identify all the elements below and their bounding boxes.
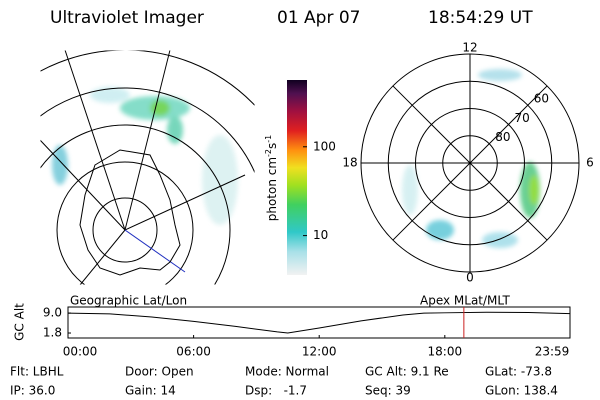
colorbar-tick-label: 100 <box>313 139 336 153</box>
info-field: Mode: Normal <box>245 365 329 379</box>
info-field: Seq: 39 <box>365 384 411 398</box>
info-field: IP: 36.0 <box>10 384 55 398</box>
aurora <box>402 69 540 248</box>
y-axis-label: GC Alt <box>13 303 27 341</box>
geo-map <box>40 50 255 285</box>
mlt-label: 6 <box>586 156 594 170</box>
y-tick-label: 1.8 <box>43 326 62 340</box>
x-tick-label: 12:00 <box>302 345 337 359</box>
x-tick-label: 18:00 <box>428 345 463 359</box>
alt-plot-frame <box>67 306 571 339</box>
mlat-ring <box>387 80 553 246</box>
colorbar-label: photon cm-2s-1 <box>264 135 279 222</box>
info-field: Dsp: -1.7 <box>245 384 307 398</box>
title: Ultraviolet Imager <box>50 8 204 28</box>
y-tick-label: 9.0 <box>43 306 62 320</box>
info-field: Flt: LBHL <box>10 365 64 379</box>
mlat-ring <box>442 135 498 191</box>
info-field: Gain: 14 <box>125 384 176 398</box>
colorbar <box>287 80 307 275</box>
x-tick-label: 06:00 <box>176 345 211 359</box>
mlat-label: 70 <box>515 111 530 125</box>
mlat-label: 80 <box>495 130 510 144</box>
mlt-label: 18 <box>342 156 357 170</box>
colorbar-tick-label: 10 <box>313 228 328 242</box>
info-field: GLon: 138.4 <box>485 384 558 398</box>
time: 18:54:29 UT <box>428 8 533 28</box>
panel-label: Apex MLat/MLT <box>420 294 510 308</box>
mlat-label: 60 <box>534 92 549 106</box>
mlat-ring <box>415 108 525 218</box>
mlt-label: 0 <box>466 271 474 285</box>
map-frame <box>39 49 256 286</box>
info-field: GLat: -73.8 <box>485 365 552 379</box>
date: 01 Apr 07 <box>277 8 360 28</box>
panel-label: Geographic Lat/Lon <box>70 294 187 308</box>
x-tick-label: 00:00 <box>63 345 98 359</box>
x-tick-label: 23:59 <box>535 345 570 359</box>
alt-line <box>67 311 571 334</box>
mlt-label: 12 <box>462 41 477 55</box>
info-field: Door: Open <box>125 365 194 379</box>
info-field: GC Alt: 9.1 Re <box>365 365 449 379</box>
